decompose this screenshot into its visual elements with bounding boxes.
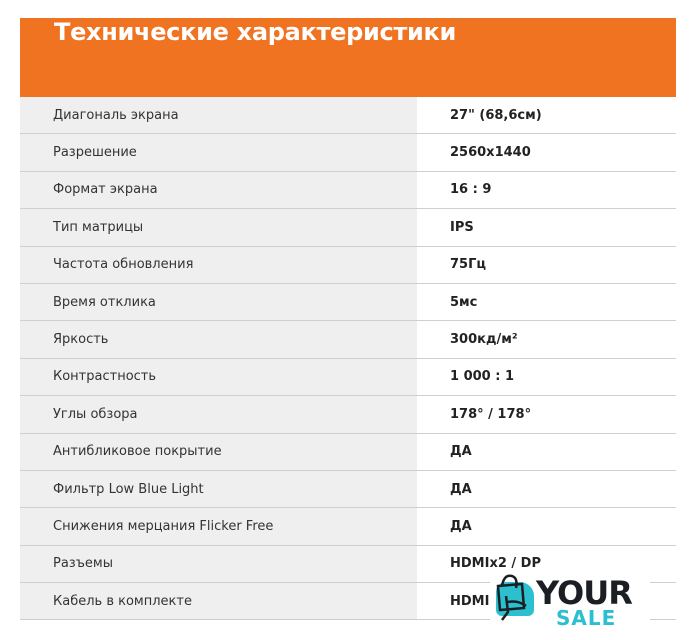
spec-label: Разрешение	[20, 134, 417, 171]
spec-row: Разъемы HDMIx2 / DP	[20, 545, 676, 584]
spec-row: Яркость 300кд/м²	[20, 321, 676, 359]
spec-label: Время отклика	[20, 283, 417, 321]
spec-row: Время отклика 5мс	[20, 283, 676, 322]
spec-value: ДА	[417, 470, 676, 508]
spec-label: Антибликовое покрытие	[20, 433, 417, 470]
spec-label: Контрастность	[20, 358, 417, 396]
spec-row: Частота обновления 75Гц	[20, 246, 676, 284]
spec-row: Углы обзора 178° / 178°	[20, 396, 676, 434]
logo-text-sale: SALE	[556, 606, 617, 630]
spec-label: Яркость	[20, 321, 417, 358]
spec-row: Разрешение 2560x1440	[20, 134, 676, 172]
spec-value: 16 : 9	[417, 171, 676, 209]
spec-label: Частота обновления	[20, 246, 417, 283]
spec-value: 300кд/м²	[417, 321, 676, 358]
logo-text-your: YOUR	[536, 574, 633, 612]
spec-label: Тип матрицы	[20, 209, 417, 246]
spec-row: Контрастность 1 000 : 1	[20, 358, 676, 397]
spec-label: Диагональ экрана	[20, 97, 417, 134]
specs-table: Диагональ экрана 27" (68,6см) Разрешение 25…	[20, 97, 676, 621]
spec-value: 27" (68,6см)	[417, 97, 676, 134]
spec-label: Снижения мерцания Flicker Free	[20, 508, 417, 545]
spec-value: ДА	[417, 433, 676, 470]
shopping-bag-hand-icon	[496, 574, 534, 621]
page-title: Технические характеристики	[54, 18, 457, 46]
spec-value: 5мс	[417, 283, 676, 321]
spec-label: Фильтр Low Blue Light	[20, 470, 417, 508]
spec-label: Углы обзора	[20, 396, 417, 433]
spec-row: Тип матрицы IPS	[20, 209, 676, 247]
header-banner: Технические характеристики	[20, 18, 676, 97]
spec-label: Кабель в комплекте	[20, 583, 417, 620]
spec-value: IPS	[417, 209, 676, 246]
spec-label: Формат экрана	[20, 171, 417, 209]
your-sale-logo: YOUR SALE	[490, 572, 650, 634]
spec-row: Снижения мерцания Flicker Free ДА	[20, 508, 676, 546]
spec-value: 2560x1440	[417, 134, 676, 171]
spec-value: 178° / 178°	[417, 396, 676, 433]
spec-row: Антибликовое покрытие ДА	[20, 433, 676, 471]
spec-value: 1 000 : 1	[417, 358, 676, 396]
spec-row: Фильтр Low Blue Light ДА	[20, 470, 676, 509]
spec-value: ДА	[417, 508, 676, 545]
spec-label: Разъемы	[20, 545, 417, 583]
spec-row: Формат экрана 16 : 9	[20, 171, 676, 210]
spec-row: Диагональ экрана 27" (68,6см)	[20, 97, 676, 135]
spec-value: 75Гц	[417, 246, 676, 283]
